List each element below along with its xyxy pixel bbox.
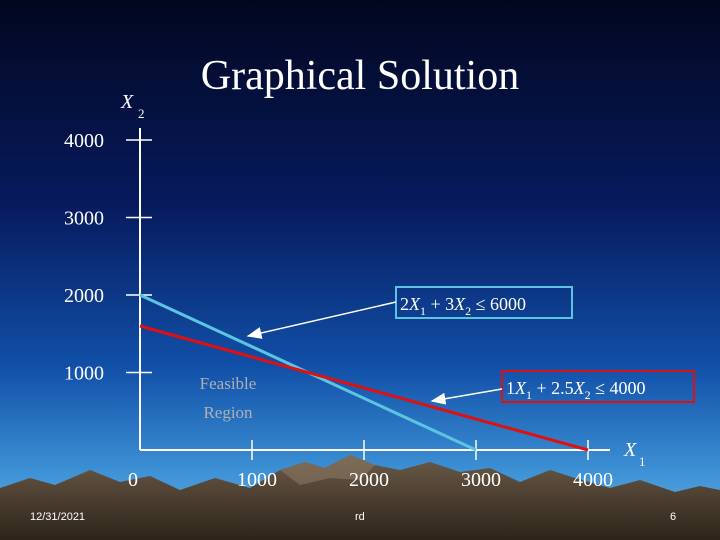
y-tick-label: 1000	[64, 363, 104, 385]
slide-title: Graphical Solution	[200, 53, 520, 99]
constraint-line-2	[139, 324, 589, 452]
slide-page-number: 6	[670, 511, 677, 523]
x-tick-label: 1000	[237, 469, 277, 491]
footer-date: 12/31/2021	[30, 511, 86, 523]
y-tick-label: 3000	[64, 208, 104, 230]
constraint-1-label: 2X1 + 3X2 ≤ 6000	[400, 294, 526, 318]
y-axis-label-x: X	[120, 91, 134, 113]
constraint-2-label: 1X1 + 2.5X2 ≤ 4000	[506, 378, 646, 402]
x-axis-label-subscript: 1	[639, 454, 646, 469]
x-tick-label: 4000	[573, 469, 613, 491]
x-tick-label: 3000	[461, 469, 501, 491]
x-tick-label: 2000	[349, 469, 389, 491]
mountain-highlight-decoration	[280, 455, 375, 485]
x-axis-label-x: X	[623, 439, 637, 461]
constraint-2-arrow	[430, 388, 503, 405]
mountain-range-decoration	[0, 455, 720, 540]
footer-center-text: rd	[355, 511, 365, 523]
y-tick-label: 2000	[64, 285, 104, 307]
y-tick-label: 4000	[64, 130, 104, 152]
feasible-label: Feasible	[200, 374, 257, 393]
region-label: Region	[203, 403, 253, 422]
y-axis-label-subscript: 2	[138, 106, 145, 121]
x-tick-label: 0	[128, 469, 138, 491]
constraint-2-box	[501, 370, 695, 403]
constraint-1-arrow	[246, 301, 397, 339]
